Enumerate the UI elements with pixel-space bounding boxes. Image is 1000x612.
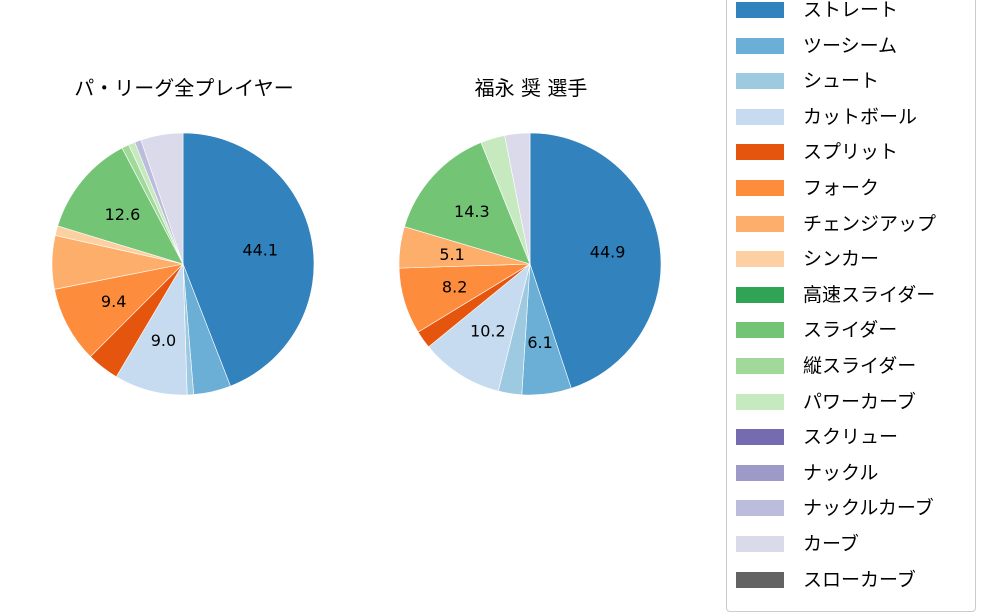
legend-swatch	[736, 251, 784, 268]
legend-swatch	[736, 108, 784, 125]
legend-label: シュート	[803, 70, 880, 93]
legend-swatch	[736, 358, 784, 374]
legend-swatch	[736, 464, 784, 481]
legend-label: スプリット	[803, 141, 899, 164]
legend-swatch	[736, 500, 784, 517]
pie-slice	[529, 132, 662, 389]
legend-label: チェンジアップ	[803, 212, 937, 235]
pie-slice	[404, 142, 531, 265]
slice-label: 5.1	[439, 245, 464, 264]
pie-slice	[57, 147, 184, 265]
slice-label: 9.0	[151, 331, 176, 350]
legend-swatch	[736, 429, 784, 446]
legend-swatch	[736, 322, 784, 339]
pie-charts: 44.1 9.0 9.4 12.6 44.9 6.1 10.2 8.2 5.1 14.3	[51, 132, 662, 396]
slice-label: 44.1	[242, 241, 278, 260]
slice-label: 10.2	[470, 321, 506, 340]
legend-swatch	[736, 2, 784, 18]
slice-label: 6.1	[527, 333, 552, 352]
legend-label: ストレート	[803, 0, 899, 21]
legend-label: フォーク	[803, 177, 880, 199]
legend-swatch	[736, 215, 784, 232]
pie-player: 44.9 6.1 10.2 8.2 5.1 14.3	[398, 132, 662, 396]
legend-swatch	[736, 393, 784, 410]
legend-label: スローカーブ	[803, 568, 916, 591]
slice-label: 14.3	[454, 202, 490, 221]
slice-label: 9.4	[101, 292, 126, 311]
legend-label: 縦スライダー	[803, 355, 917, 377]
legend: ストレートツーシームシュートカットボール スプリットフォークチェンジアップ シンカー…	[726, 0, 976, 612]
legend-label: パワーカーブ	[803, 390, 916, 413]
legend-swatch	[736, 536, 784, 552]
legend-label: ツーシーム	[803, 34, 898, 57]
pie-slice	[428, 263, 531, 392]
pie-slice	[54, 263, 184, 358]
pie-slice	[504, 132, 531, 265]
slice-label: 44.9	[590, 242, 626, 261]
pie-league: 44.1 9.0 9.4 12.6	[51, 132, 315, 396]
legend-label: シンカー	[803, 248, 880, 271]
pie-slice	[182, 132, 315, 387]
chart-title-player: 福永 奨 選手	[474, 76, 588, 100]
legend-label: ナックルカーブ	[803, 497, 934, 520]
slice-label: 8.2	[442, 277, 467, 296]
legend-swatch	[736, 571, 784, 588]
chart-title-league: パ・リーグ全プレイヤー	[74, 76, 294, 100]
legend-label: 高速スライダー	[803, 283, 936, 306]
slice-label: 12.6	[105, 205, 141, 224]
legend-label: ナックル	[803, 461, 879, 484]
legend-swatch	[736, 144, 784, 161]
legend-label: スライダー	[803, 319, 898, 342]
legend-label: スクリュー	[803, 426, 899, 449]
legend-swatch	[736, 286, 784, 303]
legend-swatch	[736, 180, 784, 196]
legend-label: カットボール	[803, 105, 918, 128]
legend-swatch	[736, 37, 784, 54]
pie-slice	[140, 132, 184, 265]
legend-label: カーブ	[803, 533, 859, 555]
legend-swatch	[736, 73, 784, 90]
